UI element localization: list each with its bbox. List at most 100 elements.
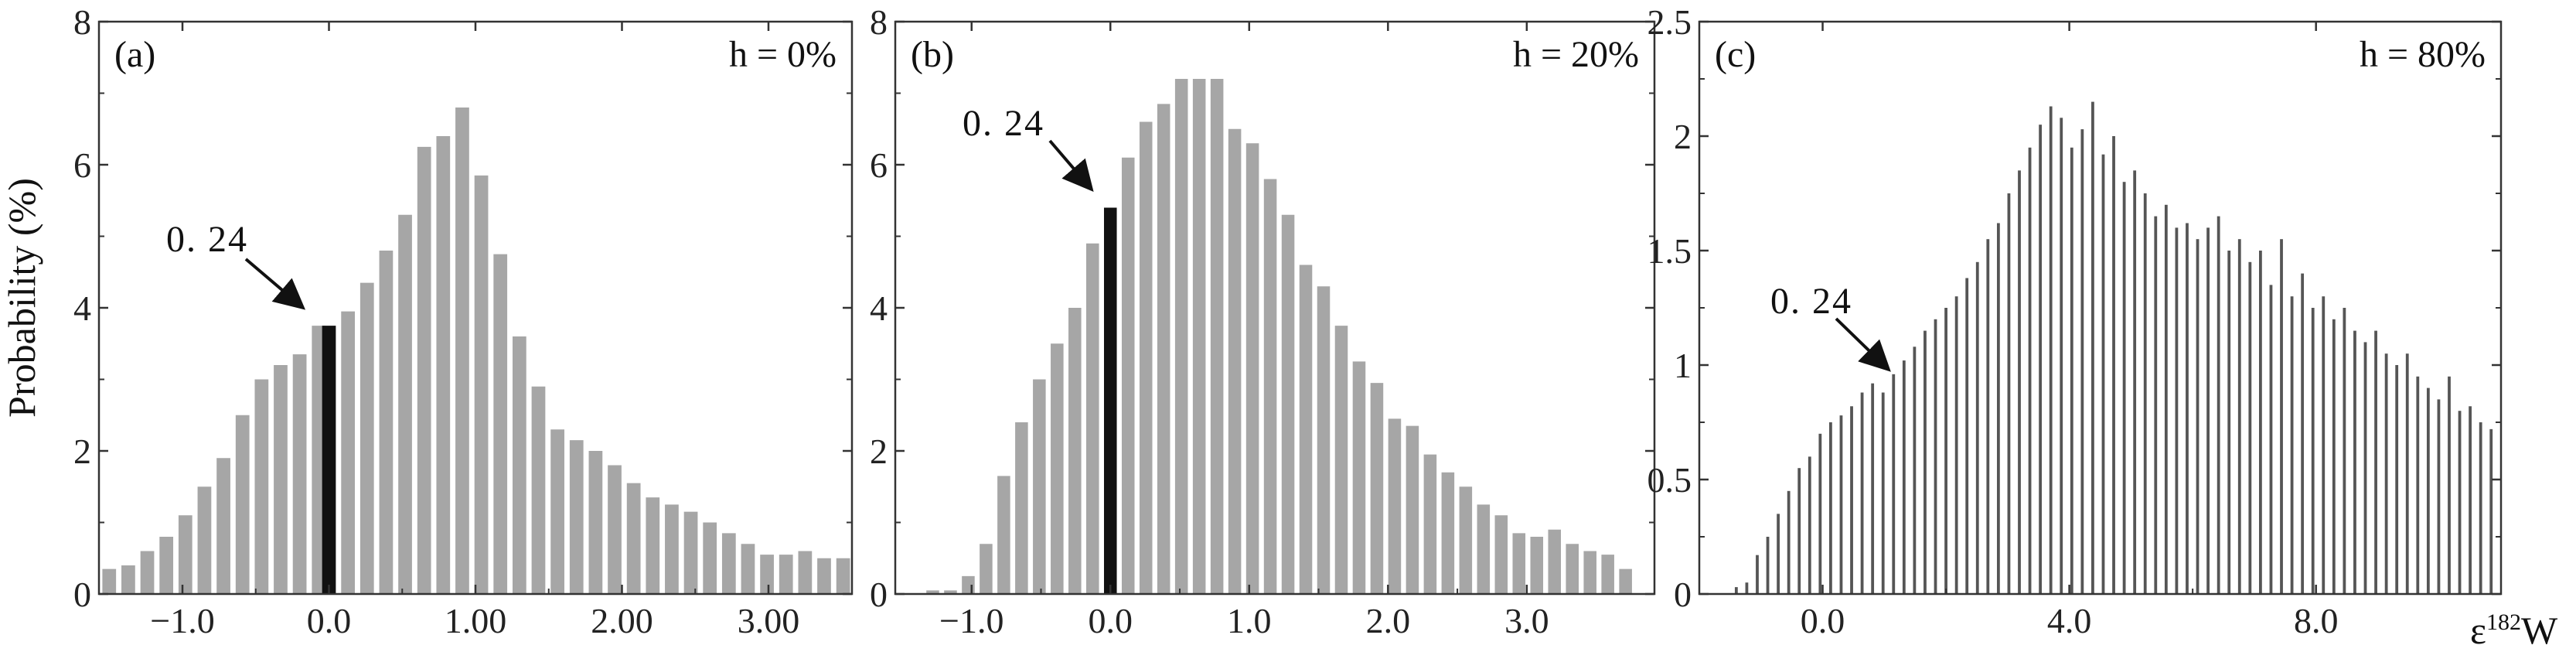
- bar: [2196, 239, 2199, 594]
- bar: [1808, 456, 1811, 594]
- x-tick-label: 8.0: [2294, 601, 2339, 640]
- bar: [1839, 415, 1843, 594]
- y-tick-label: 0: [1674, 575, 1692, 614]
- bar: [2448, 376, 2451, 594]
- bar: [341, 311, 356, 594]
- x-axis-title-sup: 182: [2486, 609, 2521, 635]
- panel-label: (a): [114, 34, 155, 75]
- bar: [1263, 179, 1277, 594]
- y-tick-label: 2.5: [1647, 2, 1692, 42]
- bar: [588, 451, 603, 594]
- bar: [1245, 143, 1259, 594]
- chart-panel-2: 0 2 4 6 8 −1.0 0.0 1.0 2.0 3.0 (b) h = 20% 0. 24: [870, 2, 1656, 640]
- bar: [1913, 346, 1917, 594]
- bar: [665, 504, 679, 594]
- bar: [836, 558, 850, 594]
- x-tick-label: 2.0: [1366, 601, 1411, 640]
- bar: [2301, 273, 2305, 594]
- annotation-text: 0. 24: [1770, 281, 1852, 322]
- bar: [1944, 308, 1947, 594]
- bar: [1281, 214, 1295, 594]
- annotation-arrow: [1048, 139, 1094, 193]
- bar: [962, 575, 975, 594]
- bar: [1871, 383, 1875, 594]
- bar: [1512, 533, 1526, 594]
- bar: [292, 354, 307, 594]
- bar: [2290, 296, 2294, 594]
- y-tick-label: 0: [870, 575, 888, 614]
- bar: [216, 458, 230, 594]
- bar: [274, 365, 288, 594]
- bar: [1923, 330, 1927, 594]
- bar: [379, 251, 394, 594]
- y-tick-label: 6: [73, 145, 91, 185]
- bar: [608, 465, 622, 594]
- bar: [2154, 216, 2158, 594]
- annotation-text: 0. 24: [963, 103, 1044, 144]
- bar: [2112, 136, 2115, 594]
- bar: [493, 254, 508, 594]
- bar: [1892, 374, 1896, 594]
- bar: [235, 415, 250, 594]
- bar: [2101, 154, 2105, 594]
- bar: [2469, 406, 2472, 594]
- y-tick-label: 4: [870, 288, 888, 328]
- bar: [2248, 261, 2252, 594]
- bar: [254, 379, 269, 594]
- bar: [2259, 251, 2262, 594]
- bar: [2426, 387, 2430, 594]
- bar: [2227, 251, 2231, 594]
- bar: [1619, 568, 1632, 594]
- y-tick-label: 6: [870, 145, 888, 185]
- bar: [1352, 361, 1366, 594]
- chart-panel-3: 0 0.5 1 1.5 2 2.5 0.0 4.0 8.0 (c) h = 80% 0. 24: [1647, 2, 2503, 640]
- bar: [2206, 227, 2210, 594]
- bar: [1766, 537, 1770, 594]
- bar: [1334, 326, 1348, 594]
- bar: [1299, 265, 1313, 594]
- bar: [1850, 406, 1853, 594]
- bar: [1370, 383, 1384, 594]
- bar: [2395, 365, 2399, 594]
- y-tick-label: 4: [73, 288, 91, 328]
- y-tick-label: 0.5: [1647, 460, 1692, 500]
- bar: [1423, 454, 1437, 594]
- bar: [2175, 227, 2179, 594]
- bar: [1192, 79, 1206, 594]
- bar: [1996, 223, 2000, 594]
- bar: [2269, 285, 2273, 594]
- bar: [1777, 514, 1780, 594]
- bar: [741, 544, 755, 594]
- annotation-arrow: [1835, 317, 1891, 372]
- bar: [1734, 587, 1738, 594]
- bar: [1139, 121, 1153, 594]
- bar: [1954, 296, 1958, 594]
- bar: [646, 497, 660, 594]
- y-tick-label: 0: [73, 575, 91, 614]
- bar: [2060, 118, 2063, 594]
- y-tick-label: 2: [1674, 117, 1692, 156]
- bar: [2405, 353, 2409, 594]
- bar: [2237, 239, 2241, 594]
- x-axis-title: ε182W: [2470, 609, 2558, 652]
- bar: [2018, 170, 2021, 594]
- bar: [1015, 422, 1028, 594]
- y-tick-label: 1: [1674, 346, 1692, 385]
- bar: [2322, 296, 2326, 594]
- x-axis-title-suffix: W: [2521, 609, 2558, 652]
- y-tick-label: 1.5: [1647, 231, 1692, 271]
- bar: [2080, 129, 2084, 594]
- annotation-arrow: [244, 258, 306, 310]
- bar: [140, 551, 155, 594]
- x-tick-label: 0.0: [307, 601, 352, 640]
- highlight-bar: [1103, 207, 1117, 594]
- highlight-bar: [322, 326, 336, 594]
- bar: [1881, 392, 1885, 594]
- bar: [944, 590, 957, 594]
- bar: [512, 336, 526, 594]
- bar: [1583, 551, 1596, 594]
- x-tick-label: 3.0: [1504, 601, 1549, 640]
- bar: [1860, 392, 1864, 594]
- bar: [1787, 490, 1791, 594]
- bar: [1477, 504, 1491, 594]
